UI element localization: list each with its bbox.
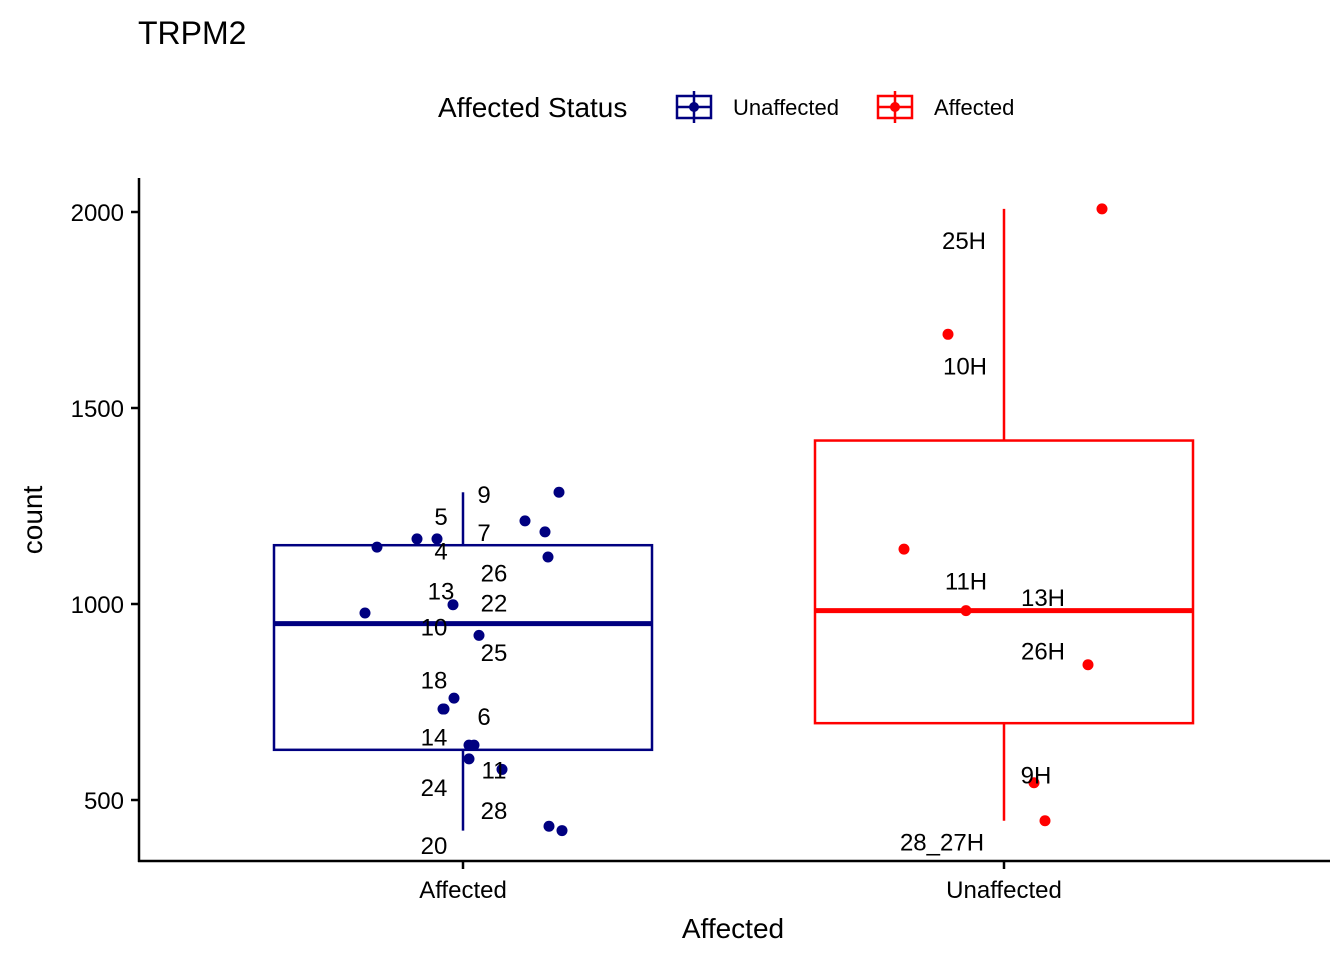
point-label-28-27h: 28_27H <box>900 830 984 857</box>
point-5 <box>539 526 551 538</box>
point-28-27h <box>1039 815 1051 827</box>
box-unaffected <box>813 439 1195 725</box>
point-extra-1 <box>463 739 475 751</box>
point-10 <box>473 629 485 641</box>
x-axis-title: Affected <box>682 913 784 944</box>
point-label-22: 22 <box>481 590 508 617</box>
point-9h <box>1028 777 1040 789</box>
legend-title: Affected Status <box>438 92 627 123</box>
point-10h <box>942 328 954 340</box>
point-24 <box>543 820 555 832</box>
point-label-7: 7 <box>477 520 490 547</box>
chart-title: TRPM2 <box>138 15 246 51</box>
point-11h <box>898 543 910 555</box>
point-label-11h: 11H <box>945 568 987 595</box>
legend-key-unaffected <box>675 91 713 123</box>
point-labels: 9 5 7 4 26 13 22 10 25 18 14 6 11 24 28 20 25H 10H 11H 13H 2… <box>421 228 1065 860</box>
y-tick-label: 1000 <box>71 592 124 619</box>
point-25h <box>1096 203 1108 215</box>
point-22 <box>359 607 371 619</box>
point-label-25h: 25H <box>942 228 986 255</box>
point-label-25: 25 <box>481 640 508 667</box>
point-26h <box>1082 659 1094 671</box>
point-unlabeled <box>371 541 383 553</box>
point-7 <box>519 515 531 527</box>
point-label-9: 9 <box>477 482 490 509</box>
point-4 <box>411 533 423 545</box>
point-6 <box>463 753 475 765</box>
y-tick-label: 500 <box>84 788 124 815</box>
legend-label-unaffected: Unaffected <box>733 95 839 120</box>
y-axis-title: count <box>17 486 48 555</box>
point-label-26h: 26H <box>1021 638 1065 665</box>
point-label-5: 5 <box>434 504 447 531</box>
x-tick-label: Affected <box>419 877 507 904</box>
points <box>359 203 1108 837</box>
point-extra-2 <box>437 703 449 715</box>
x-tick-label: Unaffected <box>946 877 1062 904</box>
x-ticks: Affected Unaffected <box>419 861 1062 904</box>
point-26 <box>542 551 554 563</box>
point-label-4: 4 <box>434 539 447 566</box>
y-ticks: 500 1000 1500 2000 <box>71 200 139 815</box>
point-label-10h: 10H <box>943 354 987 381</box>
point-label-14: 14 <box>421 724 448 751</box>
legend: Affected Status Unaffected Affected <box>438 91 1014 123</box>
y-tick-label: 1500 <box>71 396 124 423</box>
legend-key-affected <box>876 91 914 123</box>
point-label-24: 24 <box>421 775 448 802</box>
point-label-13h: 13H <box>1021 585 1065 612</box>
point-28 <box>556 825 568 837</box>
point-13 <box>447 599 459 611</box>
point-extra-0 <box>431 533 443 545</box>
point-label-20: 20 <box>421 833 448 860</box>
point-25 <box>448 692 460 704</box>
point-label-9h: 9H <box>1021 763 1052 790</box>
point-11 <box>496 763 508 775</box>
point-label-13: 13 <box>428 579 455 606</box>
y-tick-label: 2000 <box>71 200 124 227</box>
legend-label-affected: Affected <box>934 95 1014 120</box>
point-label-6: 6 <box>477 704 490 731</box>
point-label-28: 28 <box>481 798 508 825</box>
boxes <box>272 208 1195 831</box>
box-affected <box>272 543 654 752</box>
point-label-10: 10 <box>421 615 448 642</box>
point-9 <box>553 486 565 498</box>
point-label-26: 26 <box>481 561 508 588</box>
point-label-11: 11 <box>482 757 507 784</box>
point-label-18: 18 <box>421 667 448 694</box>
point-13h <box>960 605 972 617</box>
